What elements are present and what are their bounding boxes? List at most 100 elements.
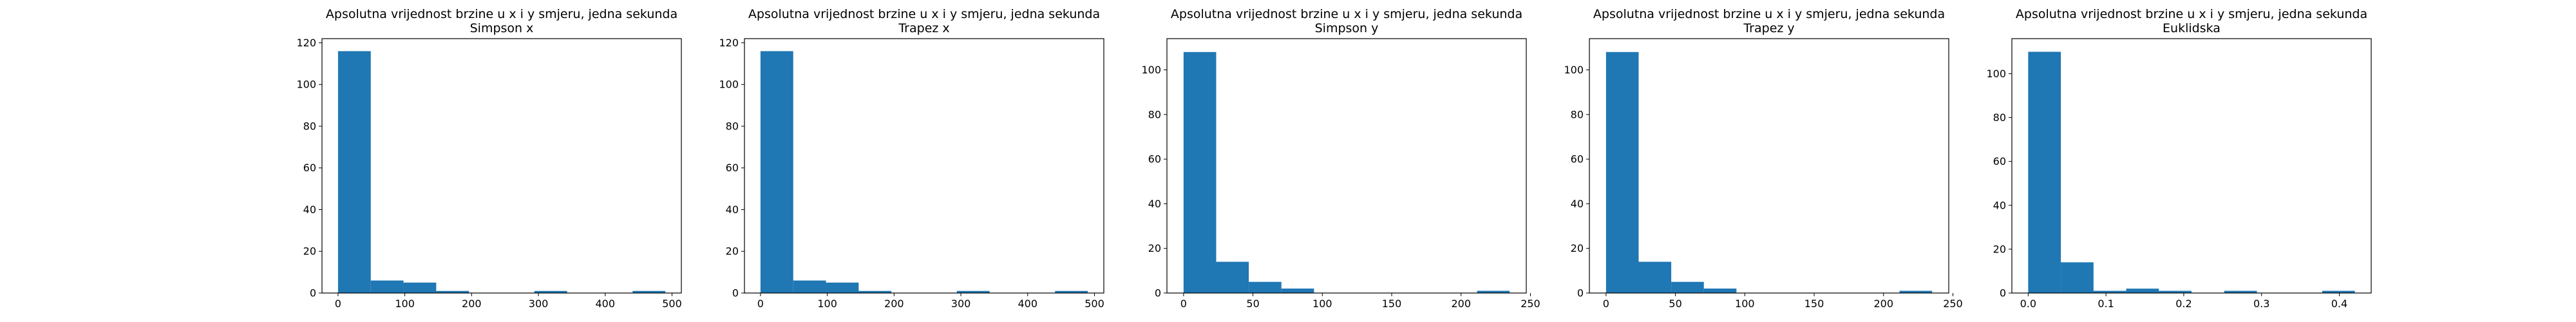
histogram-bar — [1249, 281, 1282, 293]
histogram-panel: 0 50 100 150 200 250 0 20 40 60 80 100 Apsolutna vri… — [1141, 7, 1540, 310]
histogram-bar — [956, 290, 990, 293]
histogram-bar — [403, 282, 437, 293]
histogram-panel: 0 100 200 300 400 500 0 20 40 60 80 100 120 Apsolutna… — [719, 7, 1104, 310]
histogram-bar — [337, 51, 371, 294]
chart-title: Apsolutna vrijednost brzine u x i y smje… — [2016, 7, 2367, 21]
y-tick-label: 20 — [1571, 242, 1584, 254]
x-tick-label: 0 — [335, 298, 341, 310]
x-tick-label: 500 — [662, 298, 682, 310]
chart-subtitle: Trapez y — [1743, 21, 1794, 35]
x-tick-label: 0.2 — [2175, 298, 2192, 310]
y-tick-label: 80 — [303, 120, 316, 132]
chart-title: Apsolutna vrijednost brzine u x i y smje… — [326, 7, 677, 21]
histogram-bar — [370, 280, 404, 293]
y-tick-label: 80 — [1148, 108, 1161, 120]
x-tick-label: 0.4 — [2331, 298, 2347, 310]
histogram-bar — [534, 290, 567, 293]
x-tick-label: 100 — [817, 298, 837, 310]
y-tick-label: 40 — [1993, 199, 2006, 211]
x-tick-label: 50 — [1669, 298, 1681, 310]
histogram-bar — [1216, 261, 1249, 293]
chart-title: Apsolutna vrijednost brzine u x i y smje… — [1171, 7, 1522, 21]
axes-frame — [1166, 38, 1527, 294]
y-tick-label: 60 — [1571, 153, 1584, 166]
y-tick-label: 100 — [1141, 64, 1161, 76]
y-tick-label: 100 — [719, 79, 739, 91]
histogram-bar — [1671, 281, 1704, 293]
y-tick-label: 60 — [1148, 153, 1161, 166]
histogram-bar — [1055, 290, 1088, 293]
y-tick-label: 80 — [1571, 108, 1584, 120]
y-tick-label: 100 — [1564, 64, 1584, 76]
chart-subtitle: Simpson x — [470, 21, 534, 35]
x-tick-label: 0.1 — [2098, 298, 2114, 310]
x-tick-label: 100 — [395, 298, 415, 310]
x-tick-label: 500 — [1084, 298, 1104, 310]
y-tick-label: 0 — [310, 287, 316, 299]
x-tick-label: 200 — [1451, 298, 1471, 310]
x-tick-label: 100 — [1735, 298, 1755, 310]
histogram-bar — [1183, 52, 1217, 293]
histogram-bar — [2028, 52, 2061, 294]
axes-frame — [744, 38, 1104, 294]
y-tick-label: 20 — [303, 245, 316, 258]
x-tick-label: 200 — [884, 298, 904, 310]
histogram-bar — [1605, 52, 1639, 293]
histogram-bar — [793, 280, 826, 293]
x-tick-label: 200 — [1873, 298, 1893, 310]
x-tick-label: 250 — [1943, 298, 1963, 310]
y-tick-label: 120 — [296, 37, 316, 49]
histogram-bar — [1703, 289, 1737, 293]
y-tick-label: 60 — [303, 162, 316, 174]
histogram-bar — [2224, 290, 2257, 293]
histogram-bar — [632, 290, 666, 293]
x-tick-label: 150 — [1382, 298, 1402, 310]
x-tick-label: 0 — [757, 298, 764, 310]
histogram-bar — [2159, 290, 2192, 293]
y-tick-label: 0 — [2000, 287, 2006, 299]
y-tick-label: 40 — [726, 204, 739, 216]
y-tick-label: 0 — [732, 287, 739, 299]
y-tick-label: 20 — [1148, 242, 1161, 254]
histogram-bar — [1638, 261, 1672, 293]
histogram-bar — [436, 290, 469, 293]
chart-title: Apsolutna vrijednost brzine u x i y smje… — [1593, 7, 1945, 21]
chart-subtitle: Trapez x — [898, 21, 949, 35]
histogram-bar — [826, 282, 859, 293]
y-tick-label: 20 — [1993, 243, 2006, 255]
y-tick-label: 80 — [726, 120, 739, 132]
axes-frame — [2011, 38, 2372, 294]
x-tick-label: 250 — [1520, 298, 1540, 310]
x-tick-label: 400 — [1018, 298, 1037, 310]
y-tick-label: 120 — [719, 37, 739, 49]
y-tick-label: 80 — [1993, 111, 2006, 124]
x-tick-label: 0 — [1603, 298, 1609, 310]
y-tick-label: 20 — [726, 245, 739, 258]
axes-frame — [321, 38, 682, 294]
histogram-bar — [2126, 289, 2159, 293]
y-tick-label: 100 — [296, 79, 316, 91]
x-tick-label: 0 — [1180, 298, 1187, 310]
y-tick-label: 40 — [1571, 198, 1584, 210]
histogram-bar — [858, 290, 892, 293]
histogram-panel: 0 100 200 300 400 500 0 20 40 60 80 100 120 Apsolutna… — [296, 7, 681, 310]
chart-subtitle: Euklidska — [2163, 21, 2221, 35]
x-tick-label: 300 — [951, 298, 971, 310]
histogram-bar — [2061, 262, 2094, 293]
histogram-bar — [1477, 290, 1510, 293]
x-tick-label: 100 — [1312, 298, 1332, 310]
histogram-bar — [2322, 290, 2355, 293]
axes-frame — [1589, 38, 1949, 294]
histogram-bar — [1899, 290, 1933, 293]
histogram-bar — [1281, 289, 1314, 293]
histogram-panel: 0.0 0.1 0.2 0.3 0.4 0 20 40 60 80 100 Apsolutna vri… — [1986, 7, 2372, 310]
y-tick-label: 60 — [1993, 155, 2006, 167]
y-tick-label: 100 — [1986, 68, 2006, 80]
y-tick-label: 0 — [1155, 287, 1161, 299]
histogram-bar — [2093, 290, 2126, 293]
x-tick-label: 150 — [1804, 298, 1824, 310]
histogram-bar — [760, 51, 793, 294]
x-tick-label: 200 — [462, 298, 482, 310]
x-tick-label: 0.3 — [2253, 298, 2269, 310]
